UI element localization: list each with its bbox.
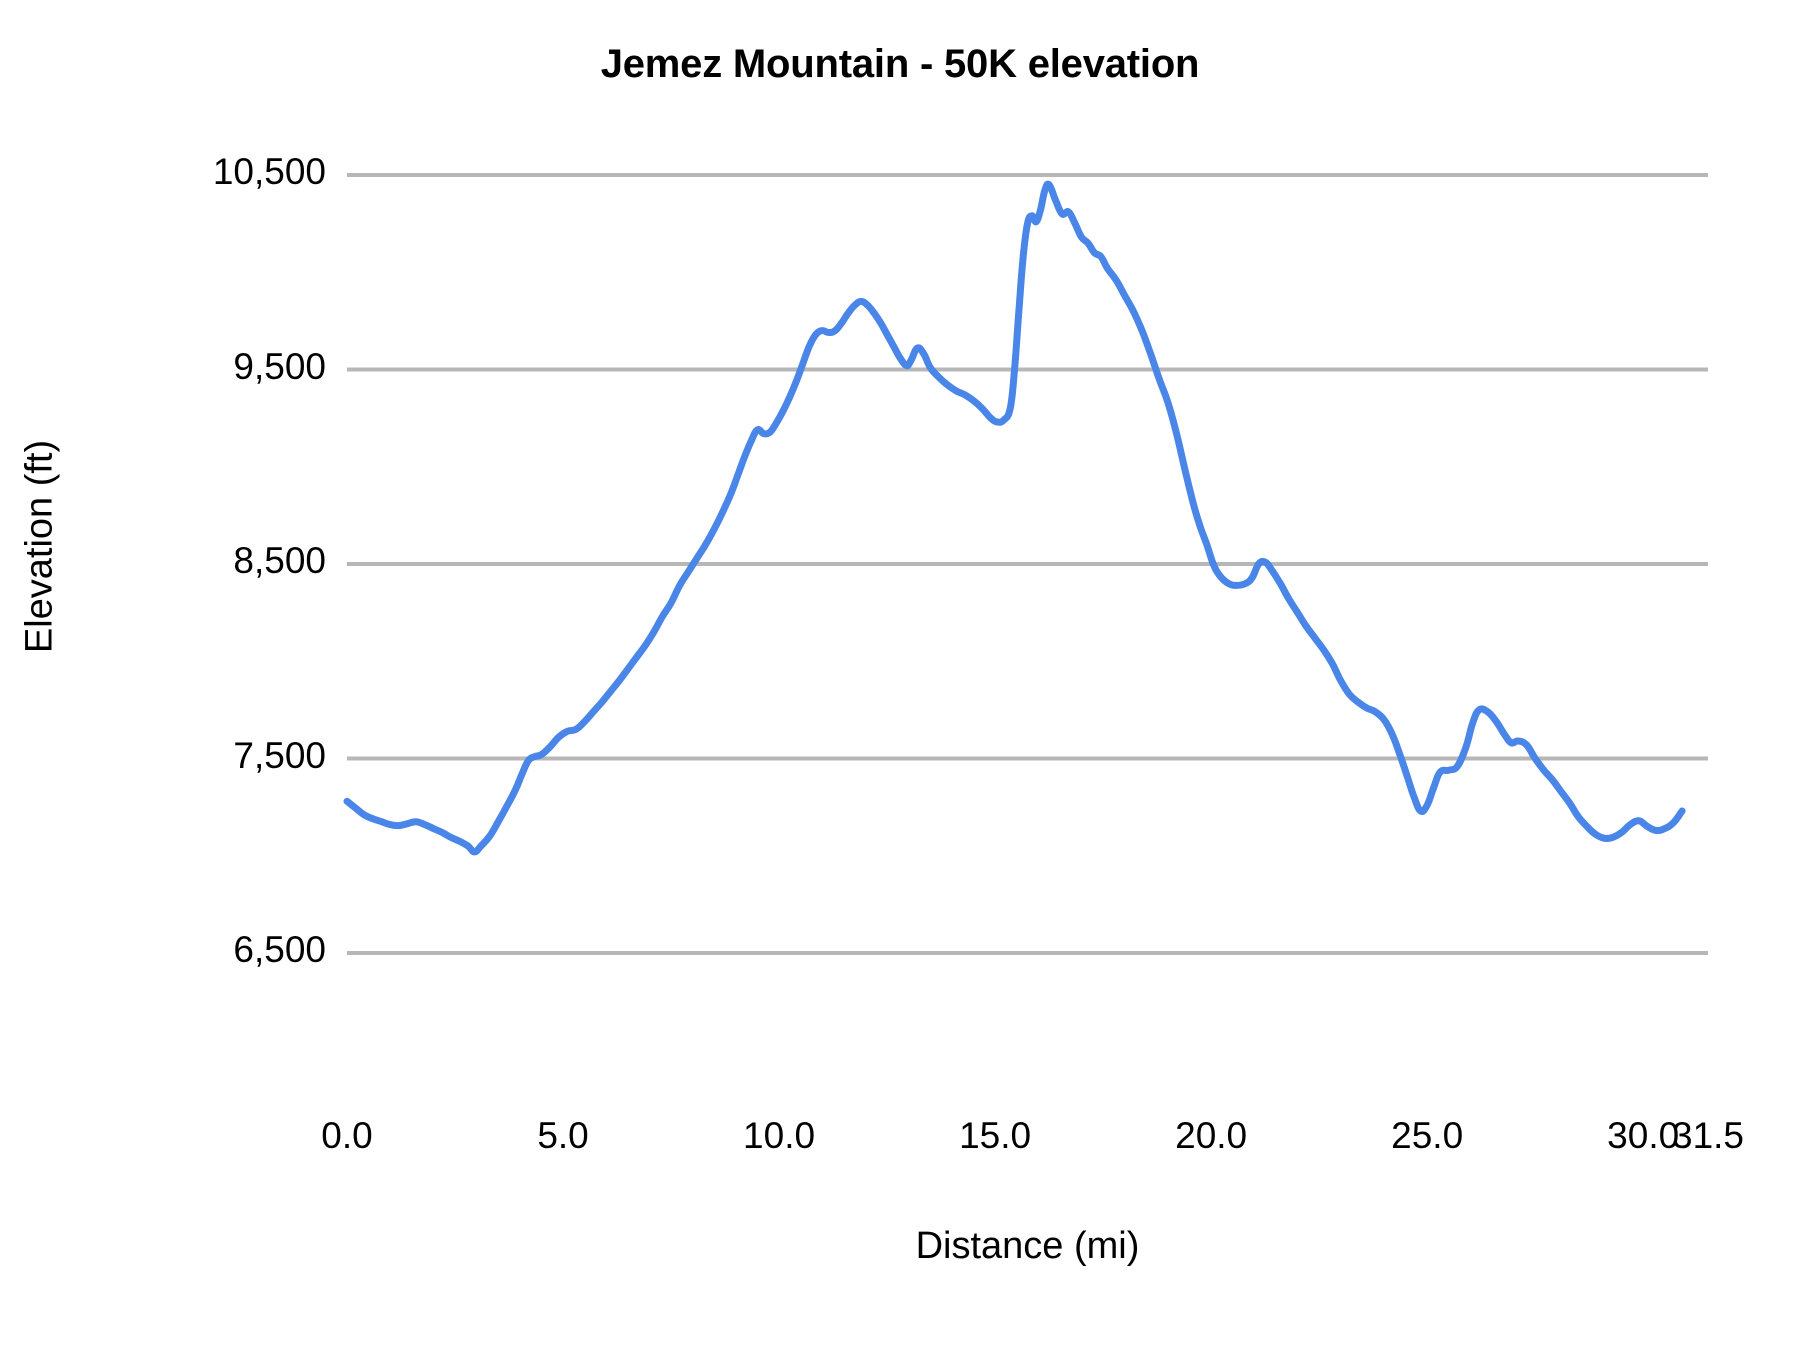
y-tick-label: 9,500: [233, 345, 326, 387]
x-tick-label: 10.0: [743, 1115, 816, 1156]
elevation-line: [343, 180, 1686, 856]
y-axis-ticks: 6,500 7,500 8,500 9,500 10,500: [118, 0, 326, 1350]
y-tick-label: 8,500: [233, 540, 326, 581]
x-tick-label: 25.0: [1391, 1115, 1464, 1156]
y-axis-title: Elevation (ft): [18, 439, 61, 654]
x-tick-label: 5.0: [537, 1115, 589, 1156]
x-tick-label: 0.0: [321, 1115, 373, 1156]
x-axis-title: Distance (mi): [915, 1225, 1140, 1267]
x-tick-label: 15.0: [959, 1115, 1032, 1156]
x-tick-label: 31.5: [1671, 1115, 1745, 1156]
y-tick-label: 7,500: [233, 734, 326, 776]
gridlines: [347, 173, 1708, 955]
y-tick-label: 10,500: [212, 151, 326, 192]
y-tick-label: 6,500: [233, 929, 326, 970]
x-tick-label: 30.0: [1607, 1115, 1680, 1156]
x-tick-label: 20.0: [1175, 1115, 1248, 1156]
chart-title: Jemez Mountain - 50K elevation: [600, 42, 1200, 86]
